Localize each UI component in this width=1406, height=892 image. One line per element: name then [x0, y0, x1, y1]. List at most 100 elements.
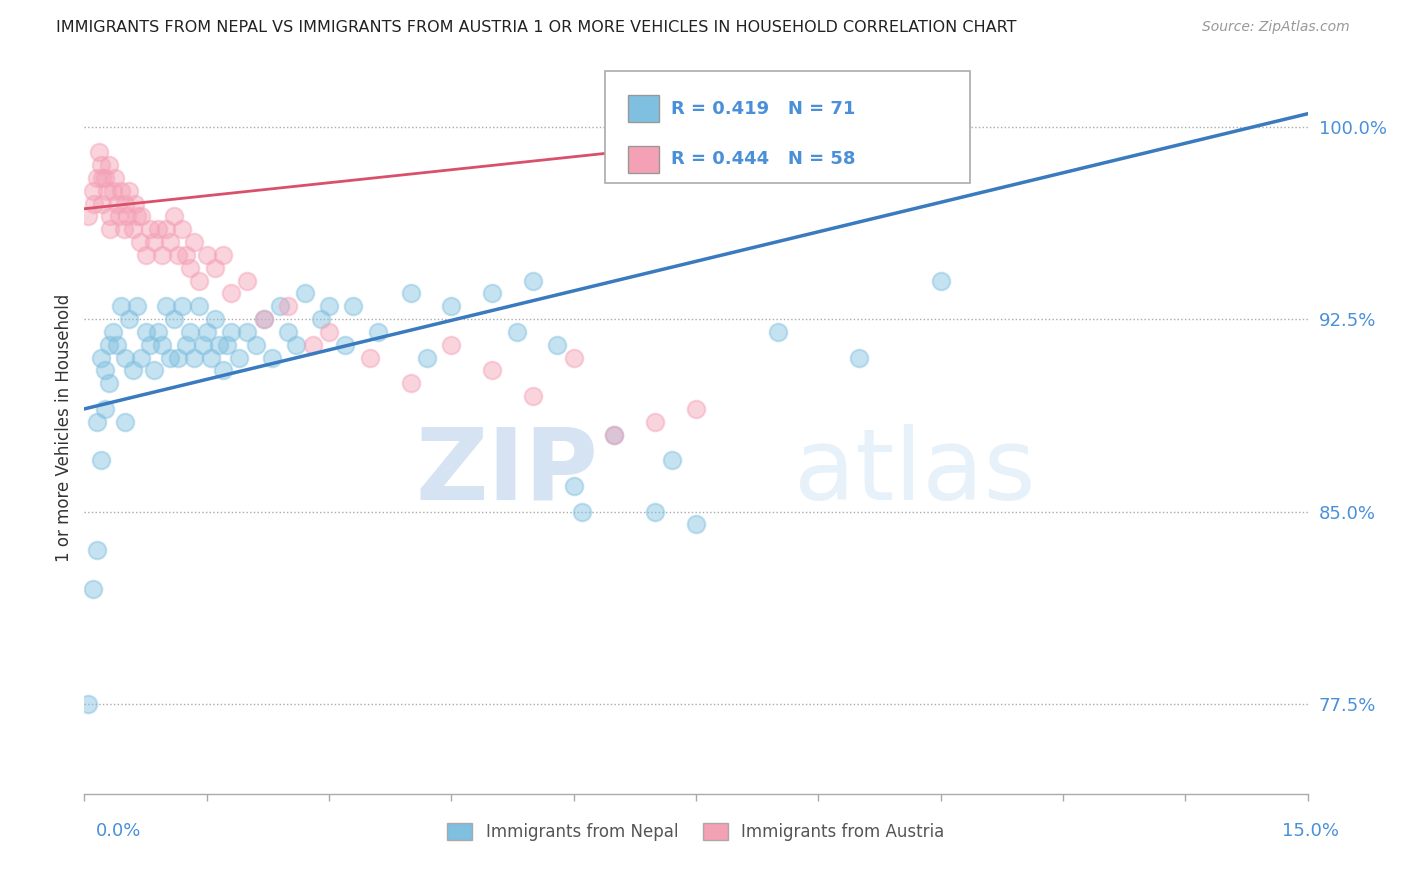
Text: ZIP: ZIP [415, 424, 598, 521]
Point [318, 325, 340, 339]
Point [301, 337, 323, 351]
Point [277, 299, 299, 313]
Text: R = 0.444   N = 58: R = 0.444 N = 58 [671, 150, 855, 168]
Point [187, 274, 209, 288]
Point [603, 427, 626, 442]
Point [118, 184, 141, 198]
Point [82, 184, 104, 198]
Point [138, 222, 160, 236]
Point [183, 235, 205, 249]
Point [104, 170, 127, 185]
Point [236, 325, 259, 339]
Point [294, 286, 316, 301]
Point [522, 389, 544, 403]
Point [204, 312, 226, 326]
Point [505, 325, 527, 339]
Point [127, 299, 149, 313]
Point [77, 210, 100, 224]
Point [86, 543, 108, 558]
Text: atlas: atlas [794, 424, 1035, 521]
Point [90, 453, 112, 467]
Point [661, 453, 683, 467]
Point [309, 312, 332, 326]
Point [399, 376, 422, 391]
Point [90, 158, 112, 172]
Point [135, 248, 157, 262]
Point [114, 415, 136, 429]
Text: 15.0%: 15.0% [1281, 822, 1339, 840]
Point [96, 184, 118, 198]
Point [90, 351, 112, 365]
Point [163, 312, 186, 326]
Point [97, 376, 120, 391]
Point [82, 582, 104, 596]
Point [97, 337, 120, 351]
Point [127, 210, 149, 224]
Point [219, 286, 242, 301]
Point [118, 312, 141, 326]
Point [546, 337, 568, 351]
Point [86, 170, 108, 185]
Point [122, 222, 145, 236]
Point [929, 274, 952, 288]
Point [335, 337, 357, 351]
Point [342, 299, 364, 313]
Point [105, 196, 128, 211]
Point [183, 351, 205, 365]
Point [167, 351, 190, 365]
Point [97, 158, 120, 172]
Point [110, 299, 132, 313]
Point [146, 325, 169, 339]
Point [212, 363, 235, 377]
Point [100, 222, 122, 236]
Point [269, 299, 291, 313]
Point [114, 351, 136, 365]
Point [440, 299, 463, 313]
Text: IMMIGRANTS FROM NEPAL VS IMMIGRANTS FROM AUSTRIA 1 OR MORE VEHICLES IN HOUSEHOLD: IMMIGRANTS FROM NEPAL VS IMMIGRANTS FROM… [56, 20, 1017, 35]
Point [212, 248, 235, 262]
Point [155, 299, 177, 313]
Point [115, 210, 138, 224]
Point [571, 505, 593, 519]
Point [277, 325, 299, 339]
Point [93, 363, 115, 377]
Point [416, 351, 439, 365]
Point [285, 337, 308, 351]
Text: 0.0%: 0.0% [96, 822, 141, 840]
Point [172, 299, 194, 313]
Point [107, 210, 129, 224]
Point [142, 235, 165, 249]
Point [318, 299, 340, 313]
Point [159, 235, 181, 249]
Point [87, 145, 110, 160]
Point [131, 351, 153, 365]
Point [644, 505, 666, 519]
Point [766, 325, 789, 339]
Point [562, 479, 585, 493]
Point [191, 337, 214, 351]
Text: Source: ZipAtlas.com: Source: ZipAtlas.com [1202, 20, 1350, 34]
Point [253, 312, 276, 326]
Point [128, 235, 150, 249]
Point [91, 170, 114, 185]
Point [217, 337, 239, 351]
Text: R = 0.419   N = 71: R = 0.419 N = 71 [671, 100, 855, 118]
Point [260, 351, 283, 365]
Point [204, 260, 226, 275]
Point [359, 351, 381, 365]
Point [101, 325, 124, 339]
Point [236, 274, 259, 288]
Point [131, 210, 153, 224]
Point [685, 517, 707, 532]
Point [228, 351, 250, 365]
Point [481, 363, 503, 377]
Point [135, 325, 157, 339]
Point [77, 697, 100, 711]
Point [195, 248, 218, 262]
Point [219, 325, 242, 339]
Point [105, 337, 128, 351]
Point [122, 363, 145, 377]
Legend: Immigrants from Nepal, Immigrants from Austria: Immigrants from Nepal, Immigrants from A… [440, 816, 952, 847]
Point [150, 337, 173, 351]
Point [150, 248, 173, 262]
